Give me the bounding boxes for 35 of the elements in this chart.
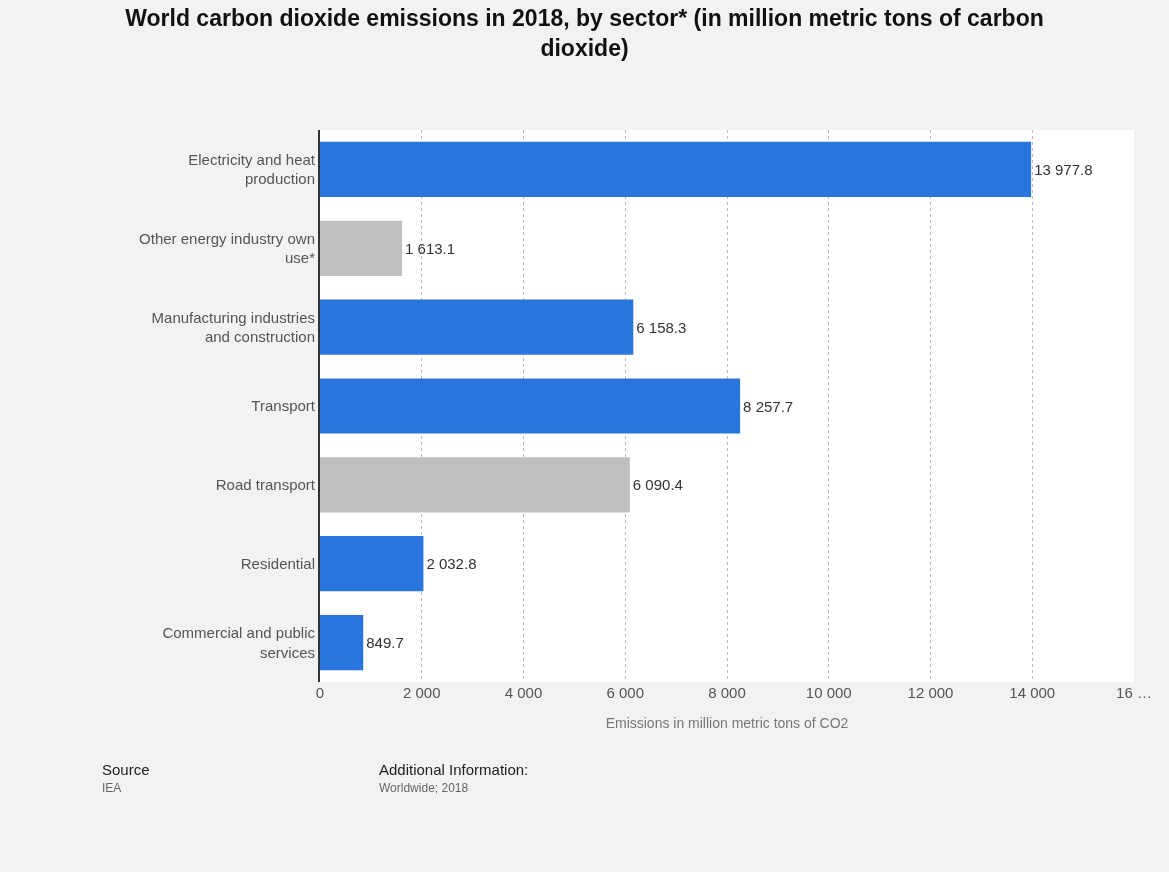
y-tick-label: Road transport — [215, 476, 316, 494]
bar — [320, 141, 1032, 198]
y-tick-label: Manufacturing industries and construction — [151, 308, 315, 346]
data-label: 13 977.8 — [1034, 160, 1093, 178]
data-label: 6 158.3 — [636, 318, 687, 336]
text: IEA — [102, 781, 122, 795]
text: Worldwide; 2018 — [379, 781, 469, 795]
x-tick-label: 4 000 — [504, 684, 543, 701]
y-tick-label: Transport — [251, 397, 316, 415]
x-tick-label: 12 000 — [907, 684, 954, 701]
x-tick-label: 0 — [315, 684, 325, 701]
data-label: 8 257.7 — [743, 397, 794, 415]
y-tick-label: Commercial and public services — [162, 624, 316, 661]
x-tick-label: 8 000 — [708, 684, 746, 701]
text: Source — [102, 761, 150, 778]
bar — [320, 299, 634, 355]
data-label: 2 032.8 — [426, 555, 477, 573]
data-label: 6 090.4 — [632, 476, 683, 494]
x-tick-label: 6 000 — [606, 684, 645, 701]
x-tick-label: 14 000 — [1009, 684, 1056, 701]
y-tick-label: Electricity and heat production — [188, 150, 316, 188]
data-label: 849.7 — [366, 634, 404, 652]
y-tick-label: Other energy industry own use* — [139, 229, 316, 267]
text: Additional Information: — [379, 761, 529, 778]
x-tick-label: 10 000 — [805, 684, 852, 701]
x-axis-title: Emissions in million metric tons of CO2 — [605, 715, 849, 732]
bar — [320, 220, 403, 276]
y-tick-label: Residential — [240, 554, 315, 572]
x-tick-label: 16 … — [1116, 684, 1152, 701]
bar — [320, 536, 424, 592]
bar — [320, 614, 364, 671]
bar — [320, 378, 741, 434]
data-label: 1 613.1 — [405, 239, 456, 257]
chart-title: World carbon dioxide emissions in 2018, by sector* (in million metric tons of carbon dioxide) — [125, 5, 1044, 62]
x-tick-label: 2 000 — [402, 684, 441, 701]
